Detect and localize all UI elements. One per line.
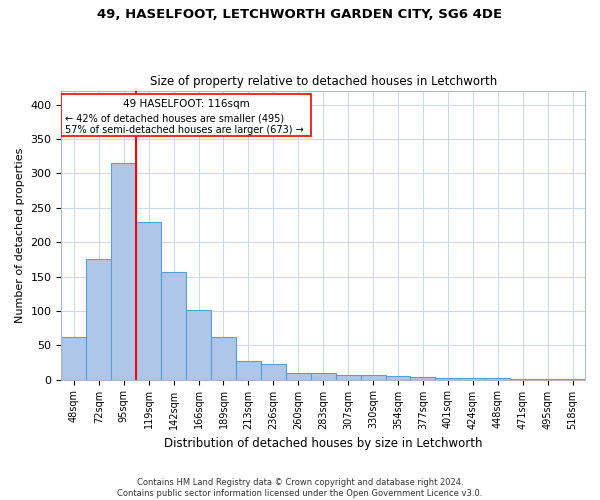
Text: Contains HM Land Registry data © Crown copyright and database right 2024.
Contai: Contains HM Land Registry data © Crown c… [118, 478, 482, 498]
Text: 49 HASELFOOT: 116sqm: 49 HASELFOOT: 116sqm [122, 98, 250, 108]
Bar [61, 337, 86, 380]
Bar [111, 163, 136, 380]
Bar [560, 379, 585, 380]
Text: 57% of semi-detached houses are larger (673) →: 57% of semi-detached houses are larger (… [65, 126, 304, 136]
Bar [211, 337, 236, 380]
Bar [335, 375, 361, 380]
Bar [286, 372, 311, 380]
Bar [386, 376, 410, 380]
Bar [361, 376, 386, 380]
Bar [485, 378, 510, 380]
Bar [261, 364, 286, 380]
Bar [136, 222, 161, 380]
Bar [311, 372, 335, 380]
Bar [510, 379, 535, 380]
Bar [161, 272, 186, 380]
Y-axis label: Number of detached properties: Number of detached properties [15, 148, 25, 323]
Bar [86, 260, 111, 380]
FancyBboxPatch shape [61, 94, 311, 136]
Text: 49, HASELFOOT, LETCHWORTH GARDEN CITY, SG6 4DE: 49, HASELFOOT, LETCHWORTH GARDEN CITY, S… [97, 8, 503, 20]
X-axis label: Distribution of detached houses by size in Letchworth: Distribution of detached houses by size … [164, 437, 482, 450]
Bar [460, 378, 485, 380]
Bar [535, 379, 560, 380]
Bar [436, 378, 460, 380]
Bar [236, 361, 261, 380]
Bar [186, 310, 211, 380]
Bar [410, 377, 436, 380]
Title: Size of property relative to detached houses in Letchworth: Size of property relative to detached ho… [149, 76, 497, 88]
Text: ← 42% of detached houses are smaller (495): ← 42% of detached houses are smaller (49… [65, 113, 284, 123]
